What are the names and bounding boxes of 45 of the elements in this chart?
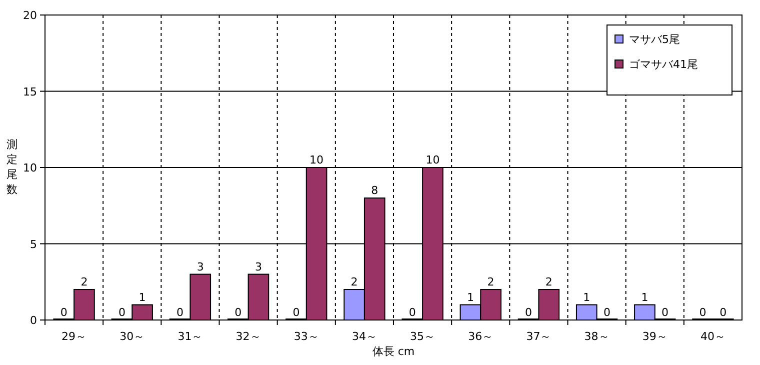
data-label: 1 bbox=[583, 290, 590, 304]
x-tick-label: 33～ bbox=[294, 330, 319, 343]
data-label: 0 bbox=[176, 306, 184, 319]
x-tick-label: 36～ bbox=[468, 330, 494, 343]
data-label: 0 bbox=[525, 306, 532, 319]
y-axis-title: 測定尾数 bbox=[6, 138, 18, 196]
x-tick-label: 35～ bbox=[410, 330, 436, 343]
data-label: 0 bbox=[603, 306, 610, 319]
data-label: 1 bbox=[466, 290, 474, 304]
data-label: 0 bbox=[662, 306, 669, 319]
x-tick-label: 29～ bbox=[62, 330, 87, 343]
data-label: 0 bbox=[720, 306, 727, 319]
y-tick-label: 20 bbox=[23, 9, 37, 22]
data-label: 2 bbox=[350, 276, 358, 288]
data-label: 1 bbox=[138, 290, 146, 304]
y-tick-label: 0 bbox=[30, 314, 37, 327]
data-label: 3 bbox=[196, 260, 204, 274]
x-tick-label: 39～ bbox=[642, 330, 668, 343]
x-tick-label: 40～ bbox=[700, 330, 726, 343]
x-tick-label: 30～ bbox=[120, 330, 145, 343]
data-label: 2 bbox=[487, 276, 494, 288]
data-label: 2 bbox=[545, 276, 552, 288]
y-tick-label: 10 bbox=[23, 162, 37, 174]
data-label: 8 bbox=[371, 184, 378, 197]
x-tick-label: 38～ bbox=[584, 330, 610, 343]
data-label: 0 bbox=[292, 306, 300, 319]
data-label: 10 bbox=[310, 154, 324, 166]
data-label: 1 bbox=[641, 290, 648, 304]
data-label: 10 bbox=[426, 154, 440, 166]
x-tick-label: 31～ bbox=[178, 330, 203, 343]
x-tick-label: 34～ bbox=[352, 330, 377, 343]
y-tick-label: 5 bbox=[30, 238, 37, 251]
data-label: 3 bbox=[254, 260, 262, 274]
data-label: 0 bbox=[60, 306, 68, 319]
x-axis-title: 体長 cm bbox=[372, 345, 415, 358]
x-tick-label: 37～ bbox=[526, 330, 552, 343]
data-label: 0 bbox=[234, 306, 242, 319]
data-label: 0 bbox=[118, 306, 126, 319]
legend-label: マサバ5尾 bbox=[629, 33, 680, 46]
data-label: 2 bbox=[80, 276, 88, 288]
data-label: 0 bbox=[699, 306, 706, 319]
legend-label: ゴマサバ41尾 bbox=[629, 58, 698, 71]
data-label: 0 bbox=[408, 306, 416, 319]
y-tick-label: 15 bbox=[23, 85, 37, 98]
x-tick-label: 32～ bbox=[236, 330, 261, 343]
